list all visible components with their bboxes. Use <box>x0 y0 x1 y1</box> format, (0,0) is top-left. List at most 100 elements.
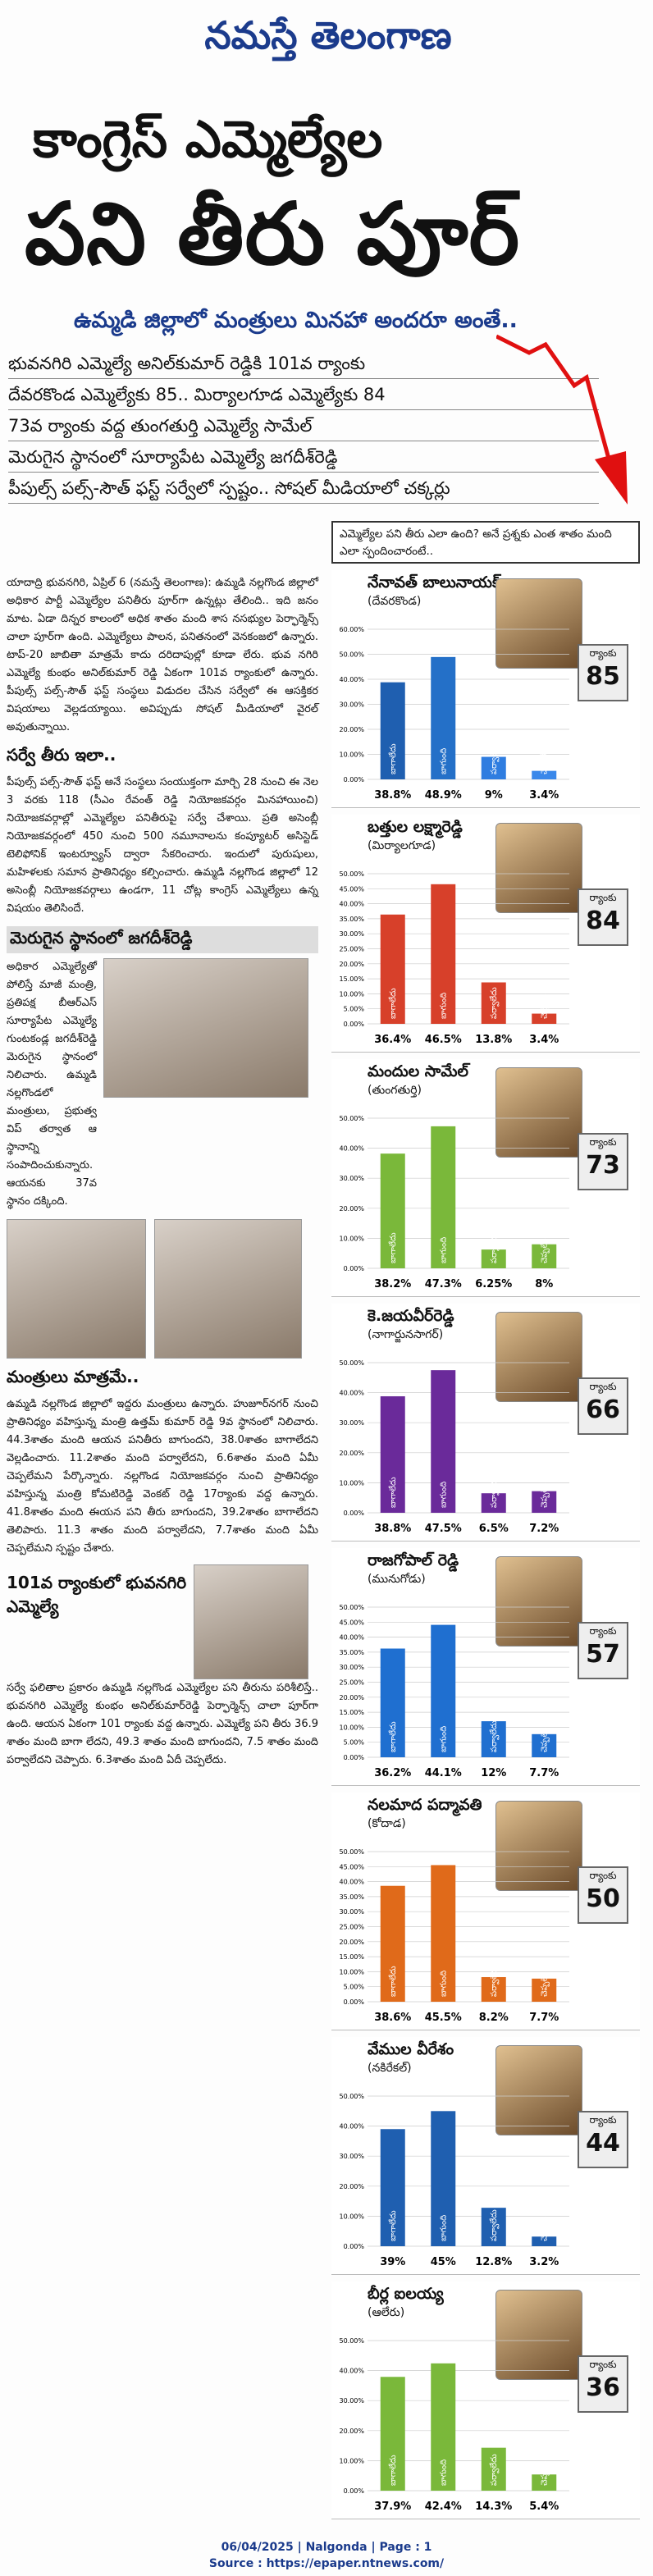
deck-line: దేవరకొండ ఎమ్మెల్యేకు 85.. మిర్యాలగూడ ఎమ్… <box>8 380 599 410</box>
category-label: బాగుంది <box>439 1971 448 1997</box>
bar <box>532 1733 557 1757</box>
mla-photo <box>495 1801 582 1891</box>
y-tick-label: 0.00% <box>344 776 365 783</box>
mla-photo <box>495 823 582 913</box>
y-tick-label: 50.00% <box>339 2337 364 2345</box>
mla-name: మందుల సామేల్ <box>368 1062 468 1080</box>
category-label: బాగాలేదు <box>388 2455 398 2486</box>
y-tick-label: 0.00% <box>344 1510 365 1517</box>
category-label: చెప్పలేం <box>539 1972 550 1998</box>
y-tick-label: 10.00% <box>339 2213 364 2220</box>
y-tick-label: 20.00% <box>339 726 364 733</box>
y-tick-label: 10.00% <box>339 1235 364 1242</box>
value-label: 37.9% <box>374 2501 411 2513</box>
mla-photo <box>495 2045 582 2135</box>
bar-chart: 0.00% 10.00% 20.00% 30.00% 40.00% 50.00% 60.00… <box>339 626 569 802</box>
mla-name: వేముల వీరేశం <box>368 2040 454 2058</box>
category-label: చెప్పలేం <box>539 994 550 1020</box>
category-label: బాగాలేదు <box>388 1966 398 1997</box>
mla-name: నేనావత్ బాలునాయక్ <box>368 573 500 591</box>
value-label: 45% <box>431 2256 456 2268</box>
body-paragraph: సర్వే ఫలితాల ప్రకారం ఉమ్మడి నల్లగొండ ఎమ్… <box>7 1682 318 1766</box>
value-label: 12% <box>481 1767 506 1779</box>
left-column: యాదాద్రి భువనగిరి, ఏప్రిల్ 6 (నమస్తే తెల… <box>7 574 318 1770</box>
bar <box>431 884 456 1024</box>
rank-label: ర్యాంకు <box>589 892 617 903</box>
bar <box>481 2447 506 2491</box>
rank-label: ర్యాంకు <box>589 1625 617 1637</box>
value-label: 42.4% <box>425 2501 462 2513</box>
y-tick-label: 40.00% <box>339 1390 364 1397</box>
bar <box>380 1648 405 1757</box>
y-tick-label: 0.00% <box>344 1265 365 1272</box>
y-tick-label: 40.00% <box>339 1634 364 1642</box>
mla-photo <box>495 2290 582 2380</box>
deck-line: 73వ ర్యాంకు వద్ద తుంగతుర్తి ఎమ్మెల్యే సా… <box>8 411 599 441</box>
y-tick-label: 30.00% <box>339 1664 364 1671</box>
value-label: 6.25% <box>475 1278 512 1290</box>
y-tick-label: 20.00% <box>339 2428 364 2435</box>
value-label: 47.3% <box>425 1278 462 1290</box>
y-tick-label: 0.00% <box>344 1021 365 1028</box>
y-tick-label: 50.00% <box>339 1604 364 1611</box>
value-label: 3.4% <box>529 1034 559 1046</box>
deck-line: మెరుగైన స్థానంలో సూర్యాపేట ఎమ్మెల్యే జగద… <box>8 442 599 473</box>
value-label: 38.8% <box>374 789 411 802</box>
y-tick-label: 20.00% <box>339 1694 364 1701</box>
bar-chart: 0.00% 5.00% 10.00% 15.00% 20.00% 25.00% 30.00%… <box>339 1604 569 1779</box>
category-label: బాగుంది <box>439 748 448 774</box>
y-tick-label: 10.00% <box>339 2457 364 2464</box>
bar <box>431 2363 456 2491</box>
y-tick-label: 40.00% <box>339 1145 364 1153</box>
value-label: 8% <box>535 1278 553 1290</box>
category-label: బాగాలేదు <box>388 1232 398 1263</box>
value-label: 7.7% <box>529 1767 559 1779</box>
body-paragraph: పీపుల్స్ పల్స్-సౌత్ ఫస్ట్ అనే సంస్థలు సం… <box>7 776 318 915</box>
headline-line-2: పని తీరు పూర్ <box>25 184 521 284</box>
value-label: 48.9% <box>425 789 462 802</box>
mla-panel: నేనావత్ బాలునాయక్ (దేవరకొండ) ర్యాంకు 85 0.00… <box>331 570 640 808</box>
y-tick-label: 25.00% <box>339 1924 364 1931</box>
constituency: (తుంగతుర్తి) <box>368 1084 422 1097</box>
footer-source: Source : https://epaper.ntnews.com/ <box>208 2557 445 2570</box>
value-label: 5.4% <box>529 2501 559 2513</box>
bar <box>532 2474 557 2491</box>
bar <box>481 982 506 1024</box>
jagadish-block: అధికార ఎమ్మెల్యేతో పోలిస్తే మాజీ మంత్రి,… <box>7 958 318 1211</box>
headline-line-1: కాంగ్రెస్ ఎమ్మెల్యేల <box>33 109 383 169</box>
rank-label: ర్యాంకు <box>589 2114 617 2126</box>
mla-name: రాజగోపాల్ రెడ్డి <box>368 1551 459 1569</box>
y-tick-label: 50.00% <box>339 651 364 659</box>
bar <box>380 2377 405 2491</box>
bar-chart: 0.00% 5.00% 10.00% 15.00% 20.00% 25.00% 30.00%… <box>339 870 569 1046</box>
section-heading: 101వ ర్యాంకులో భువనగిరి ఎమ్మెల్యే <box>7 1573 187 1616</box>
mla-panel: రాజగోపాల్ రెడ్డి (మునుగోడు) ర్యాంకు 57 0.00%… <box>331 1548 640 1786</box>
bar <box>481 1721 506 1757</box>
section-heading: మంత్రులు మాత్రమే.. <box>7 1367 139 1386</box>
rank-label: ర్యాంకు <box>589 1136 617 1148</box>
category-label: పర్వాలేదు <box>489 1965 500 1997</box>
mla-panel: బీర్ల ఐలయ్య (ఆలేరు) ర్యాంకు 36 0.00% 10.00% 20… <box>331 2281 640 2519</box>
category-label: పర్వాలేదు <box>489 1720 500 1752</box>
y-tick-label: 35.00% <box>339 1893 364 1901</box>
constituency: (నకిరేకల్) <box>368 2062 412 2075</box>
rank-label: ర్యాంకు <box>589 1870 617 1881</box>
mla-panel: వేముల వీరేశం (నకిరేకల్) ర్యాంకు 44 0.00% 10.0… <box>331 2037 640 2275</box>
bar-chart: 0.00% 10.00% 20.00% 30.00% 40.00% 50.00% బాగాల… <box>339 2337 569 2513</box>
mla-name: కె.జయవీర్‌రెడ్డి <box>368 1307 454 1325</box>
value-label: 39% <box>380 2256 405 2268</box>
bar <box>380 1153 405 1268</box>
y-tick-label: 10.00% <box>339 1968 364 1975</box>
mla-panel: నలమాద పద్మావతి (కోదాడ) ర్యాంకు 50 0.00% 5.00%… <box>331 1793 640 2030</box>
bar-chart: 0.00% 10.00% 20.00% 30.00% 40.00% 50.00% బాగాల… <box>339 1359 569 1535</box>
footer-date: 06/04/2025 | Nalgonda | Page : 1 <box>221 2541 432 2554</box>
bar <box>380 2129 405 2246</box>
category-label: బాగుంది <box>439 2215 448 2241</box>
y-tick-label: 5.00% <box>344 1006 365 1013</box>
category-label: చెప్పలేం <box>539 1728 550 1753</box>
minister-photo <box>7 1219 146 1359</box>
y-tick-label: 0.00% <box>344 2243 365 2250</box>
value-label: 44.1% <box>425 1767 462 1779</box>
y-tick-label: 35.00% <box>339 1649 364 1656</box>
